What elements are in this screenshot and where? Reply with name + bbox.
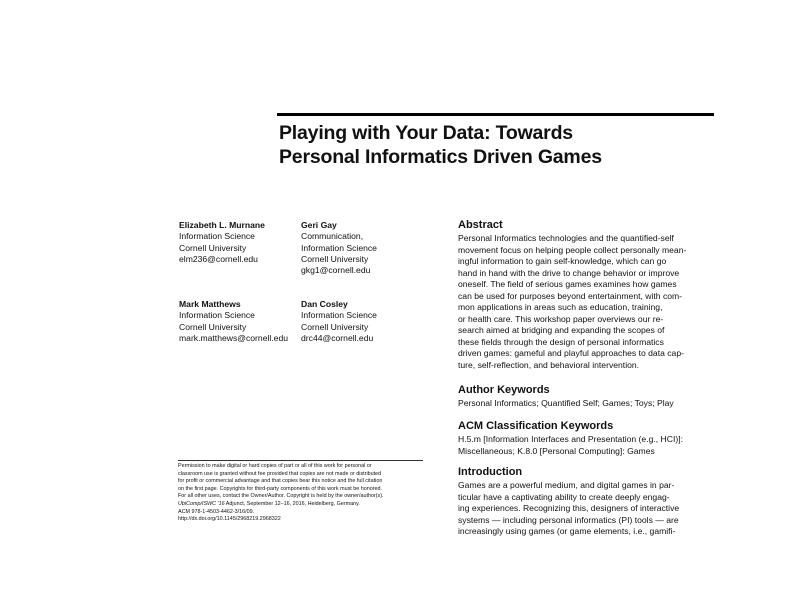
body-line: Miscellaneous; K.8.0 [Personal Computing… — [458, 445, 655, 456]
author-affiliation: Information Science — [301, 310, 377, 321]
author-block-murnane: Elizabeth L. Murnane Information Science… — [179, 220, 265, 265]
author-affiliation: Cornell University — [179, 321, 247, 332]
permission-line: classroom use is granted without fee pro… — [178, 470, 382, 477]
author-keywords-section: Author Keywords Personal Informatics; Qu… — [458, 384, 720, 410]
introduction-heading: Introduction — [458, 466, 523, 478]
author-block-matthews: Mark Matthews Information Science Cornel… — [179, 299, 288, 344]
body-line: movement focus on helping people collect… — [458, 244, 687, 255]
body-line: systems — including personal informatics… — [458, 514, 679, 525]
author-email: mark.matthews@cornell.edu — [179, 332, 289, 343]
body-line: or health care. This workshop paper over… — [458, 313, 664, 324]
author-keywords-body: Personal Informatics; Quantified Self; G… — [458, 398, 720, 410]
author-email: elm236@cornell.edu — [179, 253, 258, 264]
doi-link[interactable]: http://dx.doi.org/10.1145/2968219.296832… — [178, 516, 281, 523]
permission-notice: Permission to make digital or hard copie… — [178, 463, 426, 524]
introduction-section: Introduction Games are a powerful medium… — [458, 466, 720, 538]
author-email: gkg1@cornell.edu — [301, 265, 371, 276]
permission-line: For all other uses, contact the Owner/Au… — [178, 493, 384, 500]
permission-line: on the first page. Copyrights for third-… — [178, 485, 383, 492]
acm-keywords-section: ACM Classification Keywords H.5.m [Infor… — [458, 420, 720, 457]
author-affiliation: Cornell University — [301, 253, 369, 264]
body-line: mon applications in areas such as educat… — [458, 302, 663, 312]
permission-line: Permission to make digital or hard copie… — [178, 463, 372, 469]
abstract-body: Personal Informatics technologies and th… — [458, 233, 720, 371]
author-affiliation: Cornell University — [301, 321, 369, 332]
body-line: these fields through the design of perso… — [458, 336, 664, 347]
body-line: Personal Informatics technologies and th… — [458, 233, 674, 243]
author-affiliation: Communication, — [301, 231, 364, 242]
venue-line: UbiComp/ISWC '16 Adjunct, September 12–1… — [178, 501, 426, 509]
author-block-gay: Geri Gay Communication, Information Scie… — [301, 220, 377, 276]
permission-rule — [178, 460, 423, 461]
body-line: ing experiences. Recognizing this, desig… — [458, 503, 680, 513]
body-line: driven games: gameful and playful approa… — [458, 348, 684, 358]
body-line: ticular have a captivating ability to cr… — [458, 491, 670, 502]
body-line: oneself. The field of serious games exam… — [458, 279, 677, 289]
body-line: Games are a powerful medium, and digital… — [458, 480, 675, 490]
author-affiliation: Cornell University — [179, 242, 247, 253]
abstract-section: Abstract Personal Informatics technologi… — [458, 219, 720, 371]
acm-keywords-body: H.5.m [Information Interfaces and Presen… — [458, 434, 720, 457]
acm-isbn: ACM 978-1-4503-4462-3/16/09. — [178, 508, 255, 515]
author-affiliation: Information Science — [179, 310, 255, 321]
author-name: Dan Cosley — [301, 299, 348, 309]
title-line-2: Personal Informatics Driven Games — [279, 146, 602, 168]
body-line: increasingly using games (or game elemen… — [458, 526, 676, 536]
body-line: Personal Informatics; Quantified Self; G… — [458, 398, 674, 408]
author-name: Elizabeth L. Murnane — [179, 220, 265, 230]
acm-keywords-heading: ACM Classification Keywords — [458, 420, 614, 432]
body-line: H.5.m [Information Interfaces and Presen… — [458, 434, 683, 444]
author-block-cosley: Dan Cosley Information Science Cornell U… — [301, 299, 377, 344]
abstract-heading: Abstract — [458, 219, 503, 231]
introduction-body: Games are a powerful medium, and digital… — [458, 480, 720, 538]
permission-line: for profit or commercial advantage and t… — [178, 478, 383, 485]
author-affiliation: Information Science — [301, 242, 377, 253]
body-line: search aimed at bridging and expanding t… — [458, 325, 665, 335]
author-affiliation: Information Science — [179, 231, 255, 242]
author-name: Mark Matthews — [179, 299, 241, 309]
body-line: ture, self-reflection, and behavioral in… — [458, 359, 640, 370]
title-line-1: Playing with Your Data: Towards — [279, 122, 573, 144]
body-line: can be used for purposes beyond entertai… — [458, 290, 683, 301]
title-rule — [277, 113, 714, 116]
paper-title: Playing with Your Data: Towards Personal… — [279, 121, 719, 169]
body-line: hand in hand with the drive to change be… — [458, 267, 680, 278]
author-name: Geri Gay — [301, 220, 337, 230]
author-keywords-heading: Author Keywords — [458, 384, 550, 396]
author-email: drc44@cornell.edu — [301, 332, 374, 343]
venue-details: Adjunct, September 12–16, 2016, Heidelbe… — [224, 500, 360, 507]
body-line: ingful information to gain self-knowledg… — [458, 256, 667, 266]
venue-name: UbiComp/ISWC '16 — [178, 500, 225, 507]
